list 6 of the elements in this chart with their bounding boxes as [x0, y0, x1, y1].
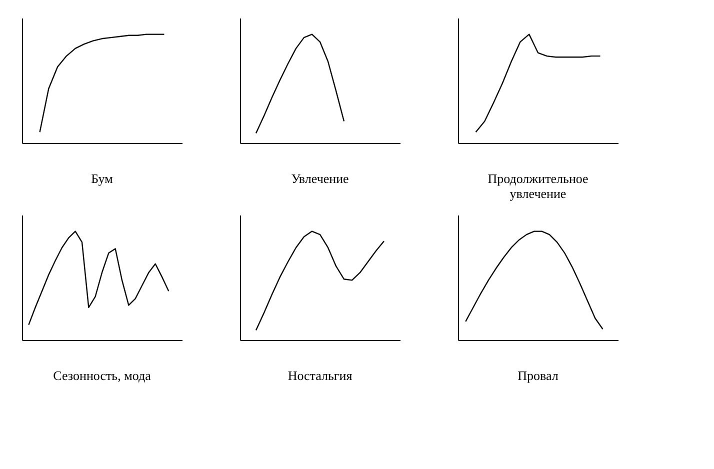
text: Бум [91, 171, 113, 186]
text: Сезонность, мода [53, 368, 152, 383]
text: Увлечение [291, 171, 350, 186]
text: Провал [518, 368, 559, 383]
text: Ностальгия [288, 368, 352, 383]
text: Продолжительное увлечение [488, 171, 589, 201]
